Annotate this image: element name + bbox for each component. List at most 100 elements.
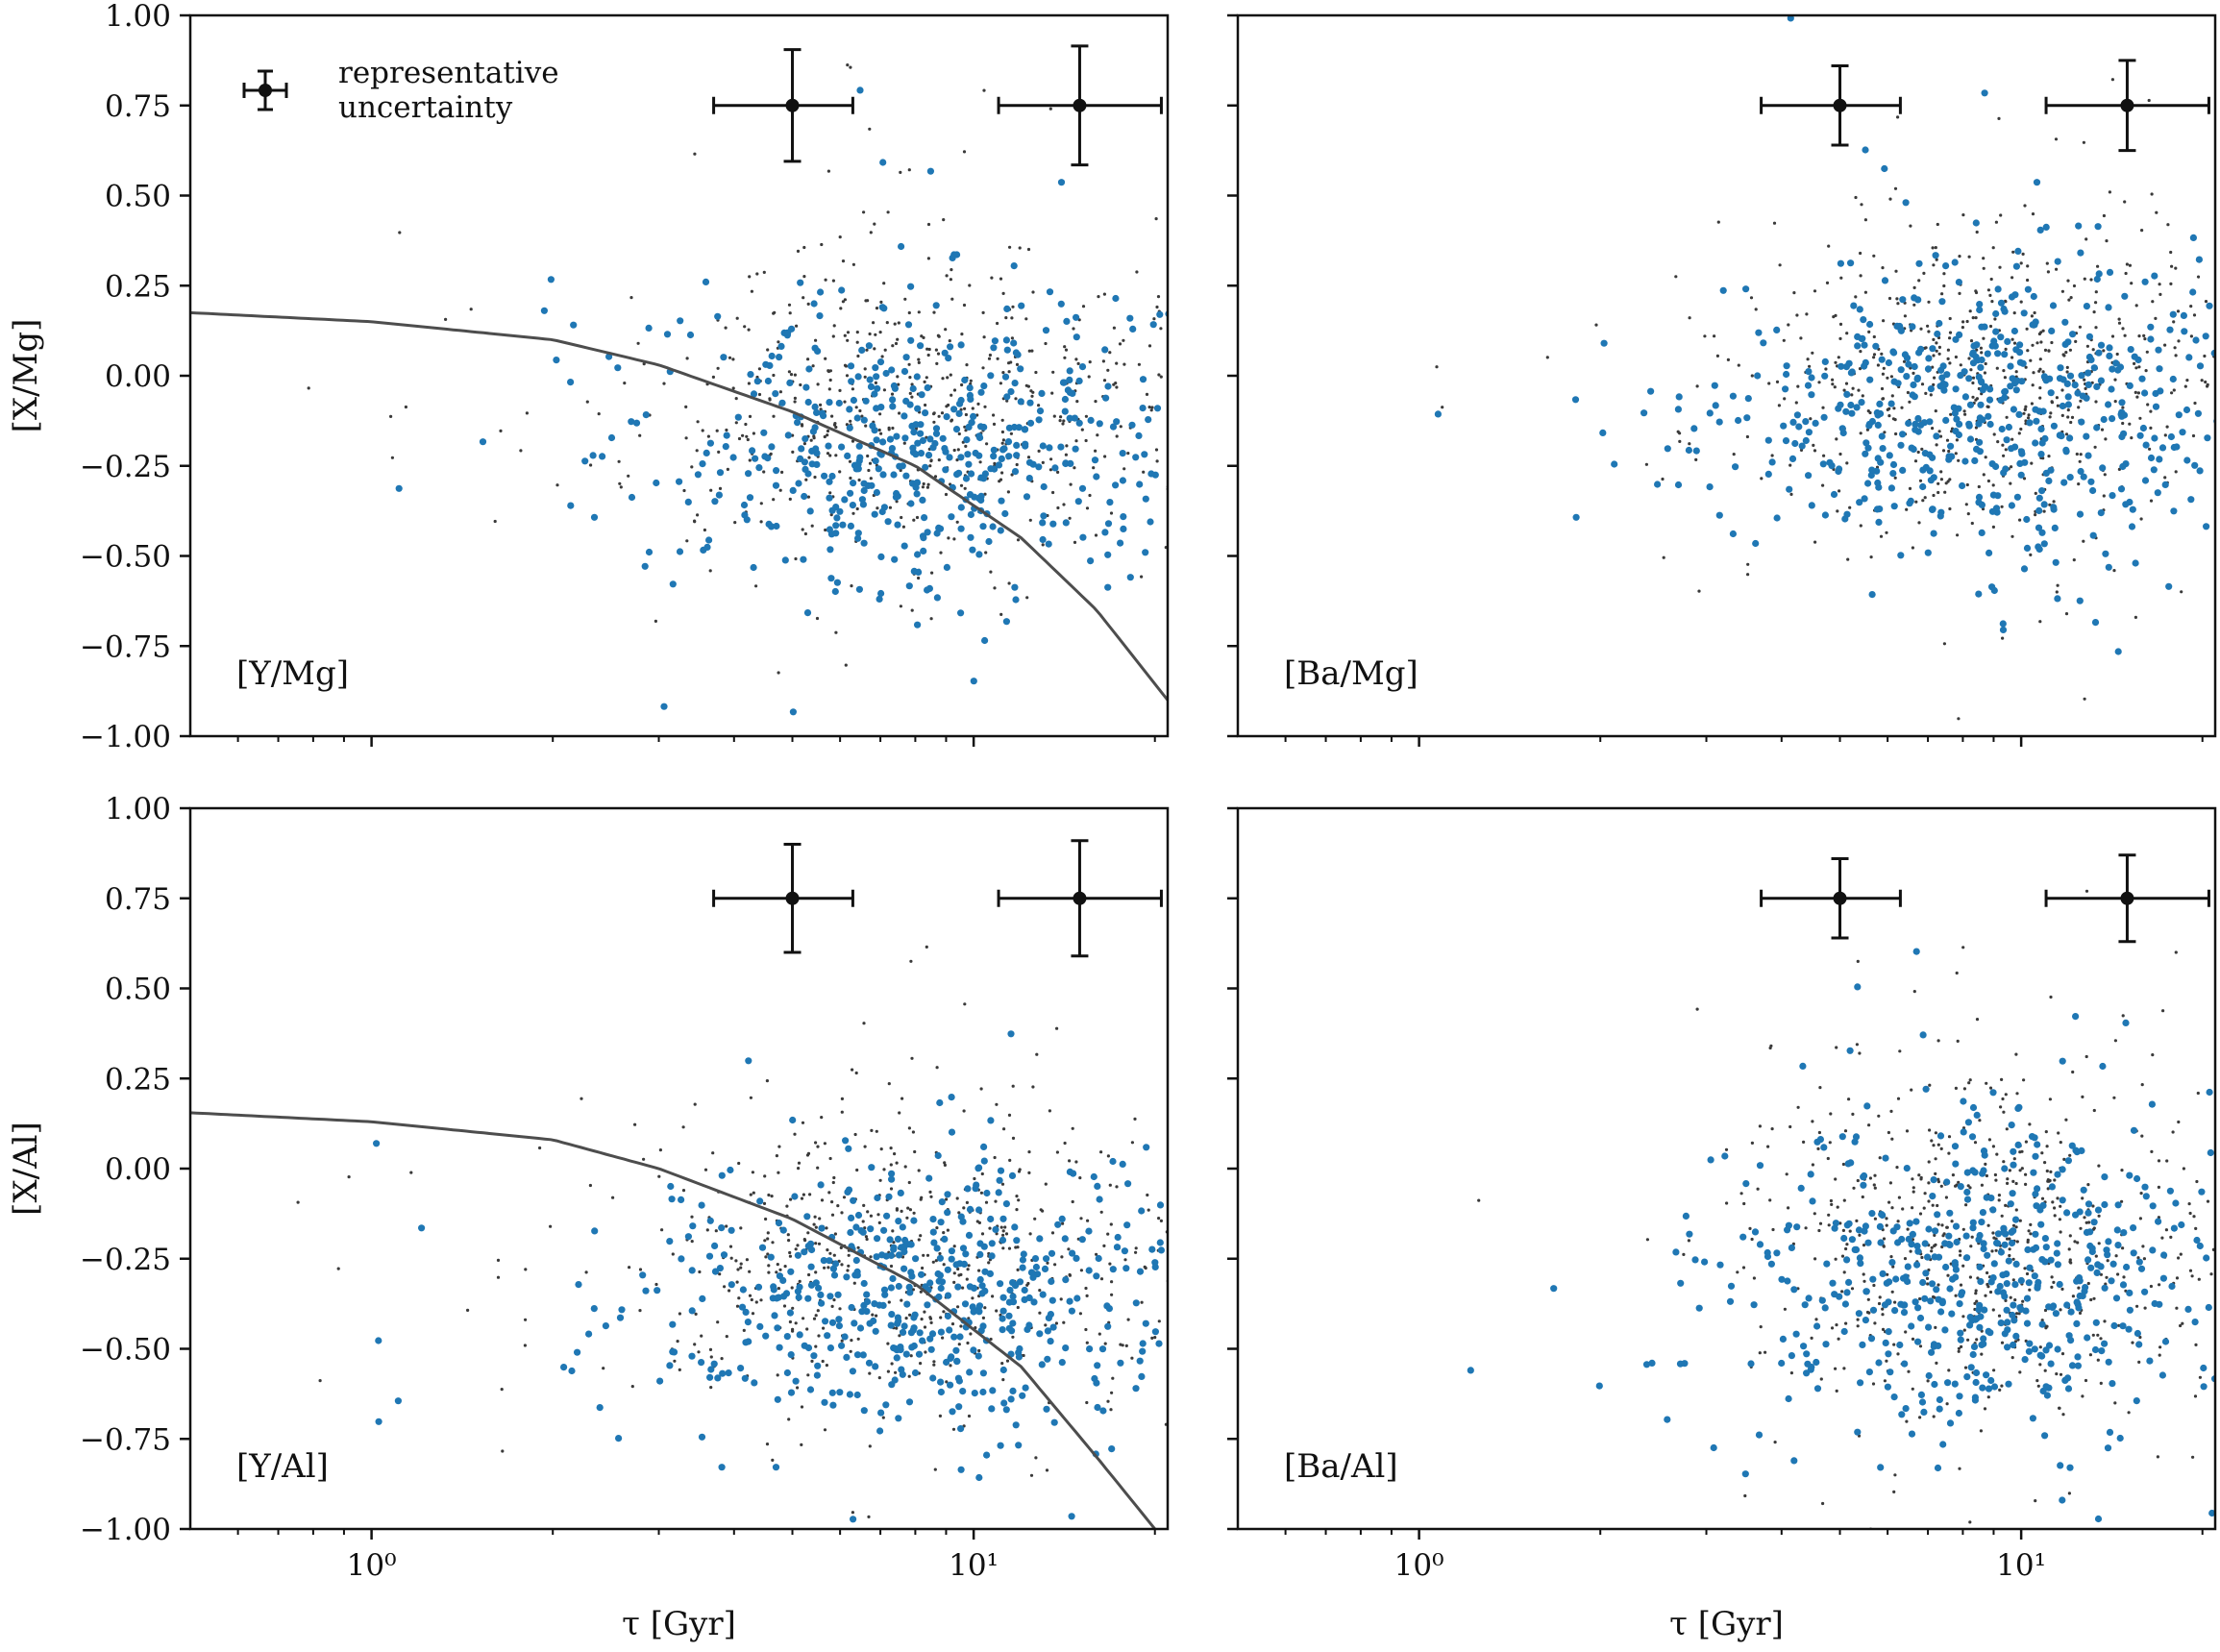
blue-data-point xyxy=(632,419,641,427)
blue-data-point xyxy=(2156,456,2163,463)
gray-data-point xyxy=(762,270,766,274)
gray-data-point xyxy=(1134,1250,1138,1254)
gray-data-point xyxy=(1925,1276,1930,1280)
blue-data-point xyxy=(771,1312,778,1319)
gray-data-point xyxy=(519,449,523,453)
blue-data-point xyxy=(791,1193,799,1200)
blue-data-point xyxy=(1109,1266,1117,1273)
blue-data-point xyxy=(841,496,849,504)
blue-data-point xyxy=(1863,1102,1871,1110)
gray-data-point xyxy=(1937,430,1941,433)
blue-data-point xyxy=(1845,1278,1853,1286)
gray-data-point xyxy=(959,483,964,487)
blue-data-point xyxy=(888,1381,896,1389)
gray-data-point xyxy=(838,235,842,239)
blue-data-point xyxy=(895,1218,902,1225)
gray-data-point xyxy=(1015,1195,1019,1198)
blue-data-point xyxy=(846,1391,854,1398)
gray-data-point xyxy=(1016,1268,1020,1271)
blue-data-point xyxy=(1778,1359,1786,1368)
gray-data-point xyxy=(1997,1198,2001,1202)
gray-data-point xyxy=(1984,1162,1987,1166)
gray-data-point xyxy=(2010,337,2014,341)
blue-data-point xyxy=(980,1157,988,1165)
gray-data-point xyxy=(690,1215,694,1219)
blue-data-point xyxy=(1955,279,1962,286)
blue-data-point xyxy=(806,507,814,515)
gray-data-point xyxy=(960,382,964,387)
gray-data-point xyxy=(693,519,697,523)
blue-data-point xyxy=(806,1386,815,1393)
blue-data-point xyxy=(2004,1326,2011,1334)
blue-data-point xyxy=(1715,511,1723,519)
gray-data-point xyxy=(820,242,824,247)
blue-data-point xyxy=(614,364,622,372)
blue-data-point xyxy=(2012,1260,2020,1268)
gray-data-point xyxy=(1936,1143,1940,1147)
blue-data-point xyxy=(872,1363,879,1370)
gray-data-point xyxy=(924,1350,927,1354)
gray-data-point xyxy=(2097,1164,2101,1168)
gray-data-point xyxy=(1099,1277,1104,1281)
blue-data-point xyxy=(858,496,867,504)
blue-data-point xyxy=(639,1271,647,1279)
blue-data-point xyxy=(1885,1328,1892,1336)
gray-data-point xyxy=(1961,946,1965,949)
gray-data-point xyxy=(917,310,921,314)
gray-data-point xyxy=(1844,1321,1848,1325)
blue-data-point xyxy=(2170,1224,2178,1232)
gray-data-point xyxy=(1891,417,1895,421)
gray-data-point xyxy=(1982,473,1986,477)
blue-data-point xyxy=(2191,1319,2199,1326)
blue-data-point xyxy=(1952,1222,1961,1230)
blue-data-point xyxy=(2109,1380,2116,1388)
gray-data-point xyxy=(896,337,900,341)
blue-data-point xyxy=(418,1224,426,1232)
gray-data-point xyxy=(963,1002,967,1006)
blue-data-point xyxy=(1036,1330,1044,1338)
blue-data-point xyxy=(2106,268,2114,276)
gray-data-point xyxy=(1909,1249,1912,1253)
gray-data-point xyxy=(793,1132,797,1136)
gray-data-point xyxy=(876,506,879,510)
gray-data-point xyxy=(1968,309,1972,313)
gray-data-point xyxy=(1044,1182,1048,1186)
gray-data-point xyxy=(920,1196,924,1199)
blue-data-point xyxy=(1989,1089,1997,1097)
gray-data-point xyxy=(1088,360,1092,364)
gray-data-point xyxy=(2071,1294,2075,1298)
gray-data-point xyxy=(2079,453,2083,456)
blue-data-point xyxy=(1112,294,1120,303)
blue-data-point xyxy=(2020,565,2029,573)
gray-data-point xyxy=(883,348,887,352)
gray-data-point xyxy=(589,463,593,467)
blue-data-point xyxy=(1023,493,1031,501)
gray-data-point xyxy=(1661,477,1665,481)
blue-data-point xyxy=(1848,1236,1856,1244)
blue-data-point xyxy=(2031,1272,2038,1280)
gray-data-point xyxy=(1934,1131,1937,1135)
gray-data-point xyxy=(1838,452,1842,456)
gray-data-point xyxy=(1011,1136,1016,1140)
gray-data-point xyxy=(992,413,996,417)
gray-data-point xyxy=(700,1334,703,1338)
gray-data-point xyxy=(1947,1135,1952,1139)
gray-data-point xyxy=(937,458,941,462)
blue-data-point xyxy=(2109,415,2116,423)
blue-data-point xyxy=(2068,1362,2077,1369)
blue-data-point xyxy=(774,1324,781,1332)
gray-data-point xyxy=(1838,489,1841,493)
gray-data-point xyxy=(971,1296,974,1300)
gray-data-point xyxy=(1025,1283,1029,1287)
gray-data-point xyxy=(1851,1112,1855,1116)
gray-data-point xyxy=(990,276,994,280)
gray-data-point xyxy=(1856,959,1860,964)
blue-data-point xyxy=(864,1297,872,1306)
blue-data-point xyxy=(845,1186,853,1194)
gray-data-point xyxy=(967,1414,972,1418)
fit-curve xyxy=(190,1111,1157,1529)
gray-data-point xyxy=(1073,540,1077,545)
gray-data-point xyxy=(759,502,763,505)
gray-data-point xyxy=(855,506,859,511)
blue-data-point xyxy=(2114,648,2122,655)
